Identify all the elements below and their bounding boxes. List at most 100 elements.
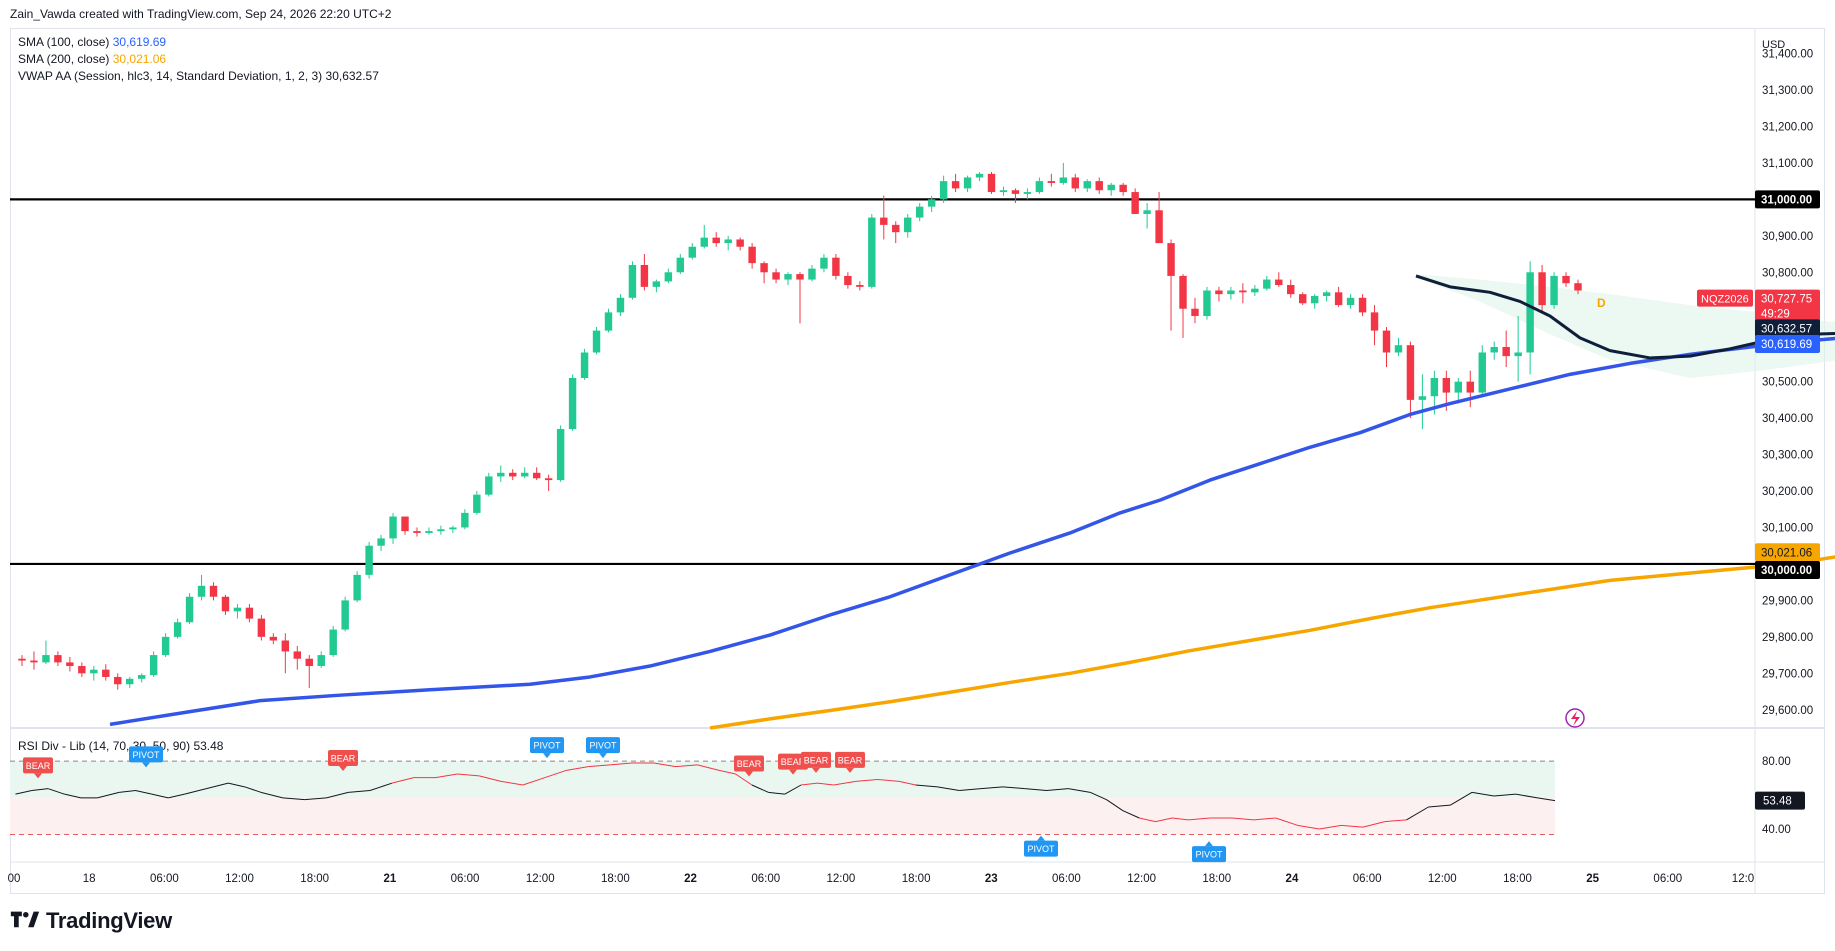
- candle[interactable]: [149, 655, 158, 676]
- candle[interactable]: [904, 217, 912, 233]
- candle[interactable]: [951, 181, 960, 189]
- candle[interactable]: [293, 651, 302, 659]
- candle[interactable]: [485, 476, 493, 495]
- candle[interactable]: [377, 538, 385, 546]
- vwap-price-badge[interactable]: [1755, 319, 1820, 338]
- line-price-badge[interactable]: [1755, 560, 1820, 579]
- sma100-price-badge[interactable]: [1755, 335, 1820, 354]
- candle[interactable]: [724, 239, 732, 244]
- candle[interactable]: [389, 516, 397, 539]
- candle[interactable]: [1394, 345, 1403, 353]
- sma200-price-badge[interactable]: [1755, 543, 1820, 562]
- candle[interactable]: [1083, 181, 1091, 189]
- candle[interactable]: [1406, 345, 1415, 400]
- candle[interactable]: [281, 640, 290, 652]
- candle[interactable]: [161, 636, 170, 656]
- candle[interactable]: [640, 264, 649, 287]
- candle[interactable]: [652, 281, 661, 287]
- bear-label[interactable]: [23, 757, 53, 774]
- candle[interactable]: [461, 512, 469, 528]
- candle[interactable]: [353, 574, 361, 601]
- candle[interactable]: [1454, 381, 1463, 393]
- candle[interactable]: [975, 173, 984, 178]
- candle[interactable]: [317, 655, 325, 667]
- candle[interactable]: [1334, 292, 1343, 306]
- candle[interactable]: [712, 237, 720, 244]
- candle[interactable]: [1514, 352, 1522, 357]
- candle[interactable]: [736, 239, 744, 247]
- indicator-legend[interactable]: SMA (100, close) 30,619.69 SMA (200, clo…: [18, 34, 379, 85]
- candle[interactable]: [329, 629, 337, 656]
- candle[interactable]: [233, 607, 242, 612]
- candle[interactable]: [927, 199, 936, 207]
- tradingview-logo[interactable]: TradingView: [10, 908, 172, 934]
- candle[interactable]: [305, 658, 313, 667]
- candle[interactable]: [18, 658, 26, 661]
- candle[interactable]: [114, 676, 122, 685]
- candle[interactable]: [1298, 294, 1307, 304]
- candle[interactable]: [592, 330, 601, 353]
- candle[interactable]: [66, 662, 74, 667]
- candle[interactable]: [1490, 347, 1498, 353]
- candle[interactable]: [1275, 279, 1283, 286]
- candle[interactable]: [1466, 381, 1474, 393]
- candle[interactable]: [42, 655, 50, 663]
- candle[interactable]: [856, 285, 864, 287]
- candle[interactable]: [1310, 295, 1319, 304]
- candle[interactable]: [1239, 290, 1247, 293]
- candle[interactable]: [616, 297, 625, 313]
- candle[interactable]: [245, 607, 254, 619]
- candle[interactable]: [915, 206, 924, 218]
- candle[interactable]: [497, 472, 505, 477]
- pivot-label[interactable]: [586, 737, 620, 754]
- candle[interactable]: [963, 177, 972, 189]
- rsi-value-badge[interactable]: [1755, 791, 1805, 810]
- candle[interactable]: [1143, 210, 1151, 214]
- candle[interactable]: [676, 257, 685, 273]
- bear-label[interactable]: [778, 753, 808, 770]
- candle[interactable]: [604, 312, 613, 331]
- candle[interactable]: [257, 618, 266, 637]
- candle[interactable]: [1227, 290, 1235, 295]
- candle[interactable]: [437, 529, 445, 532]
- candle[interactable]: [413, 531, 421, 533]
- candle[interactable]: [1155, 210, 1163, 244]
- bear-label[interactable]: [835, 751, 865, 768]
- candle[interactable]: [221, 596, 230, 612]
- bear-label[interactable]: [734, 755, 764, 772]
- candle[interactable]: [760, 263, 768, 273]
- symbol-badge[interactable]: [1697, 289, 1753, 307]
- candle[interactable]: [1538, 272, 1546, 306]
- candle[interactable]: [1287, 285, 1295, 295]
- candle[interactable]: [772, 272, 780, 280]
- candle[interactable]: [1526, 272, 1534, 353]
- candle[interactable]: [820, 257, 828, 269]
- candle[interactable]: [1215, 290, 1223, 295]
- candle[interactable]: [1059, 177, 1068, 183]
- candle[interactable]: [1370, 312, 1379, 331]
- candle[interactable]: [844, 275, 852, 286]
- candle[interactable]: [1047, 181, 1056, 183]
- candle[interactable]: [1107, 184, 1115, 191]
- candle[interactable]: [628, 264, 637, 298]
- candle[interactable]: [987, 173, 996, 193]
- bear-label[interactable]: [328, 750, 358, 766]
- candle[interactable]: [832, 257, 840, 276]
- candle[interactable]: [748, 246, 756, 264]
- pivot-label[interactable]: [530, 737, 564, 754]
- candle[interactable]: [473, 494, 481, 513]
- sma100-line[interactable]: [109, 336, 1835, 727]
- candle[interactable]: [520, 472, 529, 477]
- candle[interactable]: [1011, 190, 1020, 194]
- candle[interactable]: [664, 272, 673, 282]
- bear-label[interactable]: [801, 751, 831, 768]
- candle[interactable]: [784, 274, 792, 280]
- candle[interactable]: [401, 516, 409, 532]
- candle[interactable]: [808, 268, 816, 280]
- candle[interactable]: [1358, 297, 1367, 313]
- line-price-badge[interactable]: [1755, 190, 1820, 209]
- candle[interactable]: [1191, 308, 1199, 317]
- candle[interactable]: [509, 472, 517, 477]
- candle[interactable]: [78, 666, 86, 674]
